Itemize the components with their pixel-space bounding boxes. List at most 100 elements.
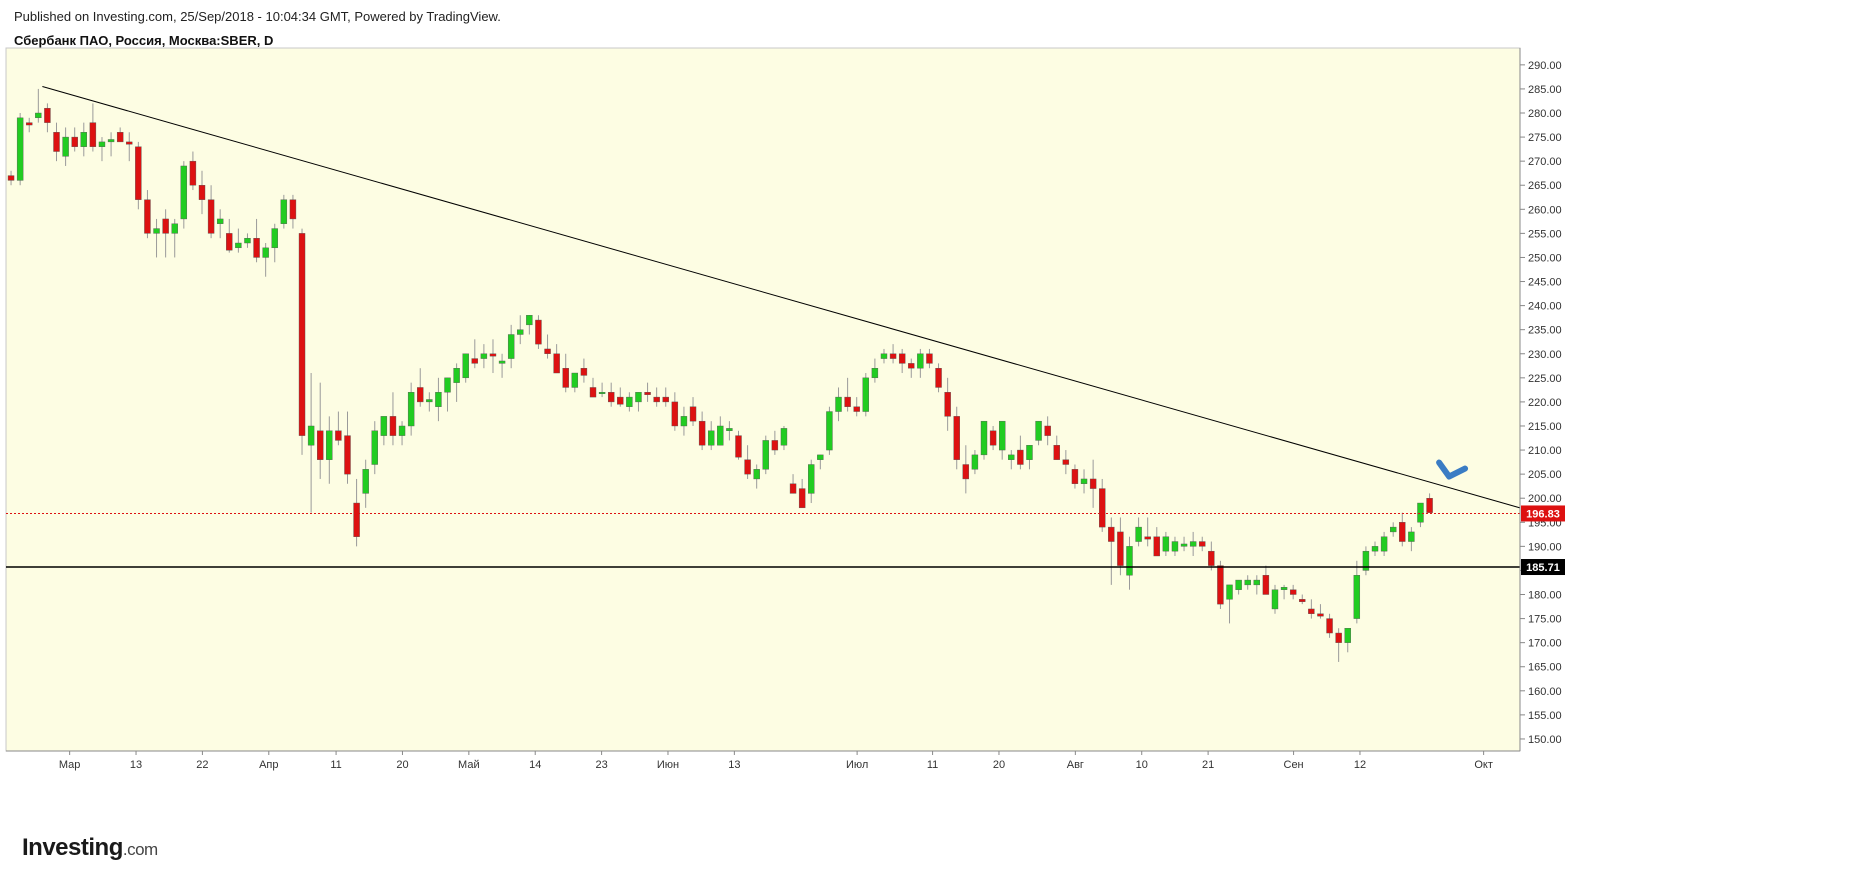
candle [1271, 584, 1279, 614]
price-tick-label: 190.00 [1528, 541, 1562, 553]
candle-body [1417, 502, 1424, 523]
candle [171, 218, 178, 258]
candle-body [789, 483, 797, 494]
candle [1417, 502, 1424, 528]
candle [35, 88, 42, 123]
candle [580, 358, 588, 383]
candle-body [726, 428, 733, 431]
candle [1171, 536, 1179, 556]
candle-body [598, 392, 606, 394]
candle-body [498, 360, 506, 364]
candle [189, 151, 197, 191]
candle-body [780, 428, 788, 446]
support-price-tag: 185.71 [1521, 559, 1565, 576]
candle [998, 420, 1006, 460]
candle-body [671, 401, 679, 427]
candle-body [380, 416, 388, 436]
candle [989, 425, 997, 451]
candle-body [389, 416, 397, 436]
candle-body [544, 348, 551, 354]
price-tick-label: 280.00 [1528, 108, 1562, 120]
price-tick-label: 285.00 [1528, 84, 1562, 96]
logo-main: Investing [22, 834, 123, 861]
candle [598, 382, 606, 398]
candle-body [917, 353, 924, 369]
candle [535, 315, 542, 349]
candle-body [944, 392, 951, 417]
candle [1189, 531, 1197, 556]
candle-body [144, 199, 151, 234]
price-tick-label: 205.00 [1528, 469, 1562, 481]
candle-body [53, 132, 60, 152]
candle [644, 382, 651, 402]
candle-body [1317, 613, 1324, 617]
time-tick-label: 11 [927, 759, 938, 771]
candle-body [244, 237, 251, 244]
candle [271, 223, 278, 263]
candle-body [635, 392, 642, 403]
candle-body [71, 136, 78, 147]
candle [908, 358, 915, 378]
candle-body [135, 146, 142, 200]
candle-body [680, 416, 688, 427]
time-tick-label: Мар [59, 759, 81, 771]
candle [808, 459, 815, 504]
price-tick-label: 215.00 [1528, 421, 1562, 433]
candle-body [371, 430, 378, 465]
candle [444, 377, 451, 412]
candle-body [489, 353, 497, 357]
candle [1262, 565, 1270, 595]
candle-body [835, 396, 842, 412]
current-price-tag-label: 196.83 [1526, 508, 1560, 520]
candle-body [344, 435, 351, 475]
candle-body [207, 199, 215, 234]
candle-body [1044, 425, 1051, 436]
candle [1026, 445, 1033, 470]
candle [853, 397, 860, 417]
candle [1044, 416, 1051, 446]
candle [1371, 541, 1379, 556]
candle-body [35, 112, 42, 119]
candle [80, 122, 87, 157]
candle-body [844, 396, 851, 407]
candle-body [262, 247, 269, 258]
candle-body [226, 233, 233, 251]
candle-body [7, 175, 15, 181]
candle [1208, 541, 1215, 571]
candle-body [889, 353, 897, 359]
candle-body [1371, 546, 1379, 552]
candle [871, 358, 879, 383]
candle-body [926, 353, 933, 364]
candle-body [326, 430, 333, 460]
candle [1089, 459, 1097, 508]
candle-body [198, 185, 206, 200]
current-price-tag-box [1521, 505, 1565, 522]
candle [1199, 536, 1206, 552]
price-tick-label: 165.00 [1528, 662, 1562, 674]
candle [144, 190, 151, 239]
candle-body [1217, 565, 1224, 605]
investing-logo: Investing.com [22, 834, 158, 862]
candle [1162, 531, 1170, 556]
instrument-title: Сбербанк ПАО, Россия, Москва:SBER, D [14, 33, 274, 48]
candle [344, 411, 351, 484]
candle-body [317, 430, 324, 460]
candle [1299, 594, 1306, 605]
time-axis[interactable]: Мар 13 22 Апр 11 20 Май 14 23 Июн 13 Июл 11 20 Авг 10 21… [6, 750, 1520, 771]
candle [1362, 546, 1370, 576]
candle-body [1408, 531, 1415, 542]
candle-body [735, 435, 742, 458]
candle-body [689, 406, 697, 422]
candle-body [1153, 536, 1160, 557]
candle-body [253, 237, 260, 258]
time-tick-label: Авг [1067, 759, 1084, 771]
candle [471, 339, 478, 369]
candle-body [1380, 536, 1388, 552]
candle-body [998, 420, 1006, 451]
candle-body [435, 392, 442, 407]
price-tick-label: 225.00 [1528, 373, 1562, 385]
candle-body [153, 228, 160, 234]
candle [1062, 450, 1070, 475]
price-axis[interactable]: 150.00 155.00 160.00 165.00 170.00 175.00 180.… [1519, 48, 1562, 751]
